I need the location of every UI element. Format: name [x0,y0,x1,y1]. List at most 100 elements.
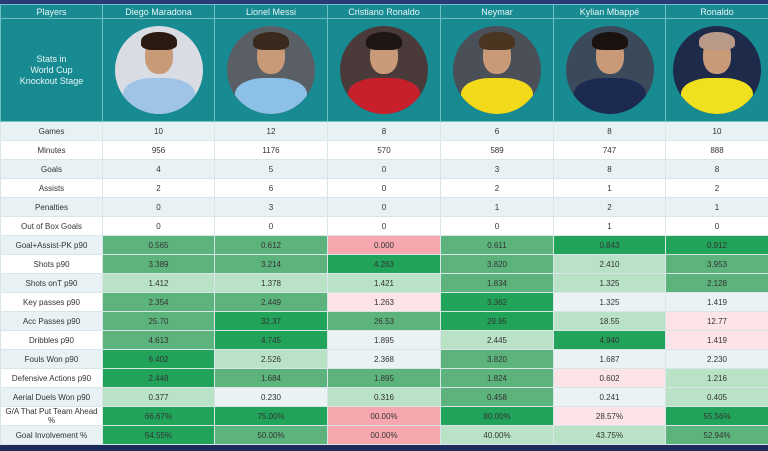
player-name-header: Kylian Mbappé [554,5,666,19]
stat-cell: 0.612 [215,236,328,255]
stat-cell: 2.368 [328,350,441,369]
stat-cell: 54.55% [103,426,215,445]
stat-cell: 2 [103,179,215,198]
row-label: Defensive Actions p90 [1,369,103,388]
stat-cell: 0 [103,198,215,217]
stat-cell: 50.00% [215,426,328,445]
row-label: Goals [1,160,103,179]
stat-cell: 28.57% [554,407,666,426]
stat-cell: 3.362 [441,293,554,312]
stat-cell: 0.843 [554,236,666,255]
stat-cell: 1 [554,217,666,236]
stat-cell: 10 [103,122,215,141]
stat-cell: 2.526 [215,350,328,369]
stat-cell: 4.263 [328,255,441,274]
stat-cell: 0.405 [666,388,768,407]
players-header: Players [1,5,103,19]
stat-cell: 0.377 [103,388,215,407]
stat-cell: 40.00% [441,426,554,445]
player-photo-cell [328,19,441,122]
stat-cell: 0.000 [328,236,441,255]
stat-cell: 0.912 [666,236,768,255]
stat-cell: 43.75% [554,426,666,445]
stat-cell: 0.230 [215,388,328,407]
stat-cell: 0 [328,160,441,179]
row-label: Assists [1,179,103,198]
stat-cell: 2 [441,179,554,198]
stat-cell: 3.820 [441,350,554,369]
stat-cell: 3.820 [441,255,554,274]
stat-cell: 12.77 [666,312,768,331]
stat-cell: 6 [441,122,554,141]
stat-cell: 2 [554,198,666,217]
stat-cell: 10 [666,122,768,141]
header-row: Players Diego Maradona Lionel Messi Cris… [1,5,768,19]
stat-cell: 747 [554,141,666,160]
stat-cell: 1.263 [328,293,441,312]
player-name-header: Cristiano Ronaldo [328,5,441,19]
stat-cell: 0 [215,217,328,236]
stats-table: Players Diego Maradona Lionel Messi Cris… [0,4,768,445]
messi-photo [227,26,315,114]
stat-cell: 0.611 [441,236,554,255]
stats-caption: Stats in World Cup Knockout Stage [1,19,103,122]
player-photo-cell [103,19,215,122]
stat-cell: 8 [666,160,768,179]
stat-cell: 2.448 [103,369,215,388]
stat-cell: 4.745 [215,331,328,350]
row-label: Shots p90 [1,255,103,274]
player-name-header: Neymar [441,5,554,19]
stat-cell: 589 [441,141,554,160]
stat-cell: 0 [441,217,554,236]
stat-cell: 1 [441,198,554,217]
stat-cell: 4.613 [103,331,215,350]
stat-cell: 0 [103,217,215,236]
stat-cell: 570 [328,141,441,160]
stats-caption-line: World Cup [1,65,102,76]
stat-cell: 0 [328,217,441,236]
stats-caption-line: Knockout Stage [1,76,102,87]
stat-cell: 8 [328,122,441,141]
player-photo-cell [666,19,768,122]
cristiano-photo [340,26,428,114]
stat-cell: 1.419 [666,293,768,312]
player-name-header: Lionel Messi [215,5,328,19]
player-name-header: Ronaldo [666,5,768,19]
stat-cell: 32.37 [215,312,328,331]
row-label: Fouls Won p90 [1,350,103,369]
stat-cell: 0.458 [441,388,554,407]
photo-row: Stats in World Cup Knockout Stage [1,19,768,122]
stat-cell: 956 [103,141,215,160]
stat-cell: 2 [666,179,768,198]
row-label: Dribbles p90 [1,331,103,350]
stat-cell: 26.53 [328,312,441,331]
table-row: Goal Involvement %54.55%50.00%00.00%40.0… [1,426,768,445]
stat-cell: 1.895 [328,369,441,388]
stat-cell: 0.316 [328,388,441,407]
row-label: Games [1,122,103,141]
ronaldo-photo [673,26,761,114]
stat-cell: 2.354 [103,293,215,312]
stat-cell: 1.895 [328,331,441,350]
stat-cell: 4.940 [554,331,666,350]
stat-cell: 1.421 [328,274,441,293]
stat-cell: 1.325 [554,274,666,293]
stat-cell: 3 [441,160,554,179]
neymar-photo [453,26,541,114]
stat-cell: 00.00% [328,426,441,445]
stat-cell: 2.410 [554,255,666,274]
stat-cell: 66.67% [103,407,215,426]
stat-cell: 12 [215,122,328,141]
stat-cell: 2.445 [441,331,554,350]
stat-cell: 1 [666,198,768,217]
stat-cell: 0.565 [103,236,215,255]
